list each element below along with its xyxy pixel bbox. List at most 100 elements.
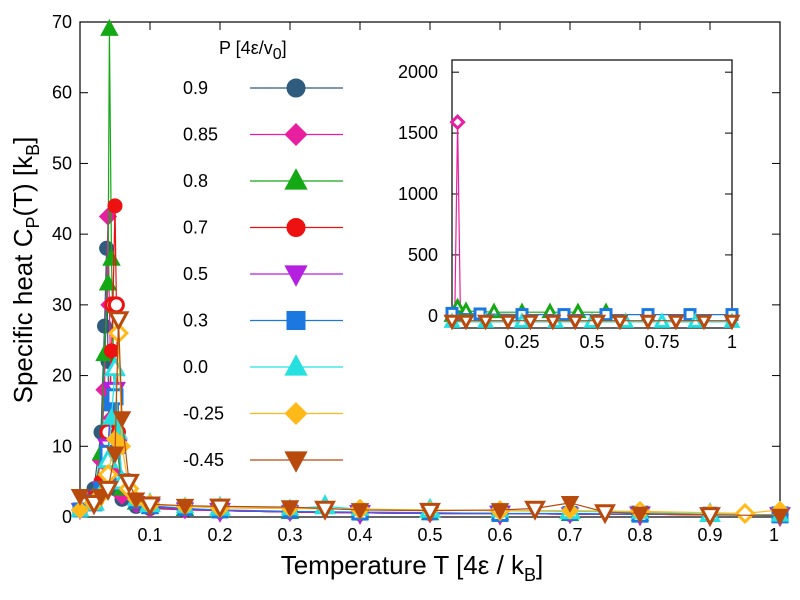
legend-label: 0.85 (183, 125, 218, 145)
x-tick-label: 0.1 (137, 525, 162, 545)
data-point (97, 318, 112, 334)
data-point (560, 496, 580, 514)
legend-entry: 0.0 (183, 354, 343, 377)
series--0.45 (70, 311, 790, 528)
data-point (107, 311, 130, 332)
inset-data-point (599, 308, 613, 322)
legend-label: 0.5 (183, 264, 208, 284)
data-point (118, 473, 140, 494)
x-tick-label: 1 (769, 525, 779, 545)
x-tick-label: 0.4 (347, 525, 372, 545)
data-point (594, 504, 616, 525)
data-point (490, 503, 510, 521)
data-point (139, 496, 161, 517)
data-point (100, 18, 119, 36)
inset-frame (451, 59, 733, 329)
data-point (112, 411, 132, 429)
inset-data-point (557, 308, 571, 322)
x-tick-label: 0.5 (417, 525, 442, 545)
inset-y-tick-label: 1500 (398, 123, 438, 143)
y-tick-label: 0 (62, 507, 72, 527)
inset-data-point (611, 314, 629, 331)
legend-entry: 0.7 (183, 218, 343, 238)
x-tick-label: 0.6 (487, 525, 512, 545)
inset-y-tick-label: 2000 (398, 62, 438, 82)
legend-marker (284, 265, 308, 287)
legend-marker (286, 218, 306, 237)
legend-marker (284, 451, 308, 473)
series-0.0 (70, 356, 790, 522)
data-point (770, 508, 790, 526)
legend-entry: 0.85 (183, 122, 343, 147)
inset-y-tick-label: 500 (408, 245, 438, 265)
inset-data-point (544, 314, 562, 331)
legend-marker (284, 168, 308, 190)
legend-label: -0.25 (183, 404, 224, 424)
inset-data-point (499, 314, 517, 331)
x-tick-label: 0.2 (207, 525, 232, 545)
inset-data-point (667, 314, 685, 331)
y-tick-label: 70 (52, 12, 72, 32)
legend-label: 0.7 (183, 218, 208, 238)
inset-y-tick-label: 0 (428, 306, 438, 326)
data-point (175, 498, 195, 516)
series--0.25 (70, 322, 790, 524)
legend-marker (286, 78, 306, 98)
y-axis-label: Specific heat CP(T) [kB] (8, 137, 43, 404)
y-tick-label: 10 (52, 436, 72, 456)
y-tick-label: 50 (52, 153, 72, 173)
legend-marker (284, 122, 308, 147)
legend-entry: 0.5 (183, 264, 343, 287)
inset-data-point (639, 314, 657, 331)
data-point (419, 502, 441, 523)
legend-entry: -0.25 (183, 401, 343, 426)
legend-entry: 0.8 (183, 168, 343, 191)
data-point (734, 502, 756, 524)
data-point (98, 273, 118, 291)
legend-label: 0.8 (183, 171, 208, 191)
x-tick-label: 0.8 (627, 525, 652, 545)
main-series-group (70, 18, 791, 528)
legend: P [4ε/v0] 0.9 0.85 0.8 0.7 0.5 0.3 0.0 -0.25 -0.… (183, 38, 343, 473)
inset-series--0.45 (443, 314, 741, 331)
inset-x-tick-label: 0.75 (644, 332, 679, 352)
inset-data-point (457, 314, 475, 331)
data-point (350, 503, 370, 521)
data-point (107, 296, 125, 314)
legend-label: 0.3 (183, 311, 208, 331)
inset-data-point (566, 314, 584, 331)
data-point (630, 506, 650, 524)
inset-x-tick-label: 0.5 (579, 332, 604, 352)
y-tick-label: 40 (52, 224, 72, 244)
inset-data-point (521, 314, 539, 331)
inset-data-point (695, 314, 713, 331)
x-tick-label: 0.3 (277, 525, 302, 545)
data-point (280, 500, 300, 518)
data-point (70, 500, 90, 520)
data-point (699, 507, 721, 528)
legend-entry: 0.3 (183, 311, 343, 331)
legend-label: -0.45 (183, 450, 224, 470)
data-point (314, 500, 336, 521)
inset-data-point (443, 314, 461, 331)
x-tick-label: 0.7 (557, 525, 582, 545)
y-tick-label: 30 (52, 295, 72, 315)
series-line (79, 368, 781, 516)
inset-data-point (723, 314, 741, 331)
legend-label: 0.9 (183, 78, 208, 98)
data-point (105, 446, 125, 464)
inset-data-point (449, 114, 466, 131)
legend-marker (286, 311, 306, 330)
data-point (104, 343, 119, 359)
inset-x-tick-label: 1 (727, 332, 737, 352)
inset-chart: 0 500 1000 1500 2000 0.25 0.5 0.75 1 (398, 59, 741, 352)
y-tick-label: 60 (52, 83, 72, 103)
inset-data-point (477, 314, 495, 331)
legend-marker (284, 354, 308, 376)
data-point (106, 388, 124, 406)
inset-data-point (589, 314, 607, 331)
legend-entry: 0.9 (183, 78, 343, 98)
legend-title: P [4ε/v0] (219, 38, 287, 63)
